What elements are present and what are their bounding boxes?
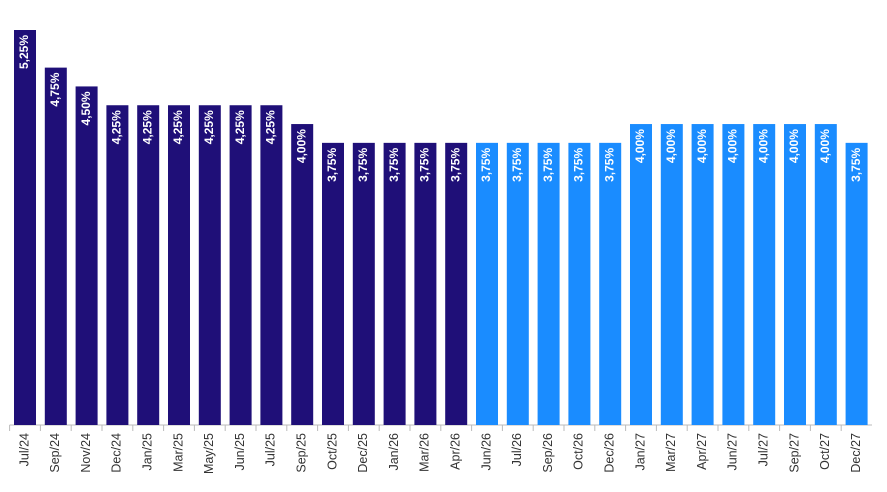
value-label: 4,25%: [140, 110, 154, 144]
value-label: 4,25%: [202, 110, 216, 144]
bar: [168, 105, 190, 425]
x-tick-label: Jul/26: [510, 433, 524, 466]
value-label: 3,75%: [479, 148, 493, 182]
value-label: 3,75%: [448, 148, 462, 182]
bar: [814, 124, 837, 426]
value-label: 4,00%: [726, 129, 740, 163]
x-tick-label: Oct/26: [572, 433, 586, 470]
value-label: 3,75%: [418, 148, 432, 182]
x-tick-label: Apr/26: [448, 433, 462, 470]
x-tick-label: Sep/26: [541, 433, 555, 473]
bar: [568, 142, 591, 425]
bar: [784, 124, 806, 426]
bar: [322, 142, 344, 425]
bar: [599, 142, 622, 425]
value-label: 4,25%: [171, 110, 185, 144]
bar: [476, 142, 498, 425]
x-tick-label: May/25: [202, 433, 216, 474]
bar: [660, 124, 683, 426]
value-label: 4,00%: [756, 129, 770, 163]
x-tick-label: Nov/24: [79, 433, 93, 473]
value-label: 3,75%: [541, 148, 555, 182]
x-tick-label: Jan/26: [387, 433, 401, 471]
bar: [75, 86, 98, 425]
bar: [691, 124, 714, 426]
value-label: 4,00%: [695, 129, 709, 163]
x-tick-label: Jul/24: [17, 433, 31, 466]
bar: [753, 124, 776, 426]
bar: [845, 142, 868, 425]
x-tick-label: Oct/27: [818, 433, 832, 470]
value-label: 4,00%: [664, 129, 678, 163]
value-label: 4,00%: [633, 129, 647, 163]
x-tick-label: Jan/27: [633, 433, 647, 471]
x-tick-label: Sep/24: [48, 433, 62, 473]
bar: [291, 124, 314, 426]
bar: [14, 30, 36, 425]
x-tick-label: Jun/25: [233, 433, 247, 471]
bar: [352, 142, 375, 425]
value-label: 3,75%: [572, 148, 586, 182]
x-tick-label: Dec/25: [356, 433, 370, 473]
value-label: 4,25%: [233, 110, 247, 144]
x-tick-label: Jul/25: [264, 433, 278, 466]
value-label: 4,75%: [48, 72, 62, 106]
bar: [106, 105, 129, 425]
value-label: 5,25%: [17, 35, 31, 69]
x-tick-label: Dec/24: [110, 433, 124, 473]
bar: [383, 142, 406, 425]
bar: [229, 105, 252, 425]
value-label: 3,75%: [849, 148, 863, 182]
x-tick-label: Jul/27: [756, 433, 770, 466]
x-tick-label: Dec/27: [849, 433, 863, 473]
value-label: 4,00%: [818, 129, 832, 163]
x-tick-label: Jun/26: [479, 433, 493, 471]
x-tick-label: Mar/26: [418, 433, 432, 472]
x-tick-label: Dec/26: [602, 433, 616, 473]
x-tick-label: Mar/25: [171, 433, 185, 472]
bar: [44, 67, 67, 425]
value-label: 3,75%: [325, 148, 339, 182]
value-label: 3,75%: [387, 148, 401, 182]
x-tick-label: Jan/25: [140, 433, 154, 471]
x-tick-label: Sep/25: [294, 433, 308, 473]
value-label: 4,25%: [110, 110, 124, 144]
bar: [137, 105, 160, 425]
x-tick-label: Jun/27: [726, 433, 740, 471]
value-label: 3,75%: [510, 148, 524, 182]
value-label: 4,25%: [264, 110, 278, 144]
x-tick-label: Mar/27: [664, 433, 678, 472]
bar: [414, 142, 437, 425]
bar: [260, 105, 283, 425]
bar: [198, 105, 221, 425]
value-label: 4,00%: [294, 129, 308, 163]
bar: [506, 142, 529, 425]
x-tick-label: Sep/27: [787, 433, 801, 473]
value-label: 3,75%: [602, 148, 616, 182]
bar: [630, 124, 652, 426]
x-tick-label: Apr/27: [695, 433, 709, 470]
bar: [722, 124, 745, 426]
value-label: 3,75%: [356, 148, 370, 182]
x-tick-label: Oct/25: [325, 433, 339, 470]
value-label: 4,00%: [787, 129, 801, 163]
value-label: 4,50%: [79, 91, 93, 125]
bar: [445, 142, 468, 425]
bar: [537, 142, 560, 425]
